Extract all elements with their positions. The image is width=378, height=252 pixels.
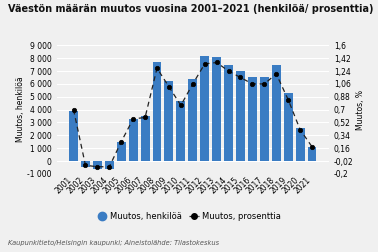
Bar — [105, 161, 114, 169]
Bar — [117, 142, 126, 161]
Legend: Muutos, henkilöä, Muutos, prosenttia: Muutos, henkilöä, Muutos, prosenttia — [94, 208, 284, 224]
Bar — [69, 111, 78, 161]
Bar — [236, 71, 245, 161]
Bar — [141, 116, 150, 161]
Bar — [212, 57, 221, 161]
Bar — [308, 147, 316, 161]
Bar — [260, 78, 269, 161]
Bar — [284, 93, 293, 161]
Bar — [296, 128, 305, 161]
Text: Kaupunkitieto/Helsingin kaupunki; Aineistolähde: Tilastokeskus: Kaupunkitieto/Helsingin kaupunki; Aineis… — [8, 240, 219, 246]
Bar — [188, 79, 197, 161]
Bar — [200, 56, 209, 161]
Bar — [177, 101, 185, 161]
Bar — [164, 81, 174, 161]
Bar — [81, 161, 90, 168]
Text: Väestön määrän muutos vuosina 2001–2021 (henkilöä/ prosenttia): Väestön määrän muutos vuosina 2001–2021 … — [8, 4, 373, 14]
Bar — [93, 161, 102, 169]
Y-axis label: Muutos, %: Muutos, % — [356, 90, 365, 130]
Bar — [153, 62, 161, 161]
Bar — [224, 65, 233, 161]
Y-axis label: Muutos, henkilöä: Muutos, henkilöä — [15, 77, 25, 142]
Bar — [248, 78, 257, 161]
Bar — [272, 65, 281, 161]
Bar — [129, 119, 138, 161]
